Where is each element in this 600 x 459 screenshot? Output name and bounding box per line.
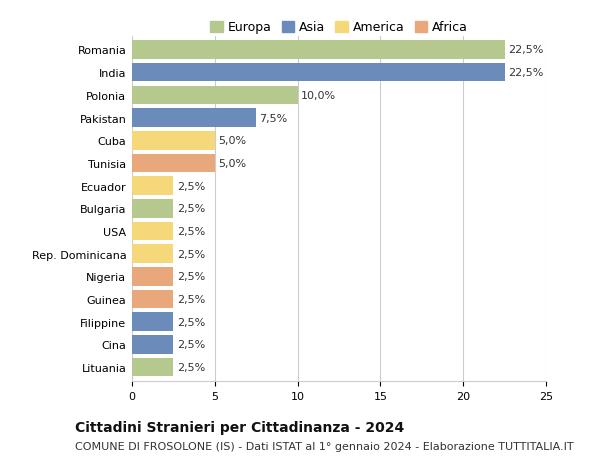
- Bar: [132, 64, 505, 82]
- Text: 2,5%: 2,5%: [177, 317, 205, 327]
- Bar: [132, 41, 505, 60]
- Text: 10,0%: 10,0%: [301, 90, 336, 101]
- Bar: [132, 268, 173, 286]
- Bar: [132, 200, 173, 218]
- Bar: [132, 358, 173, 377]
- Bar: [132, 313, 173, 331]
- Bar: [132, 86, 298, 105]
- Text: 7,5%: 7,5%: [260, 113, 288, 123]
- Text: Cittadini Stranieri per Cittadinanza - 2024: Cittadini Stranieri per Cittadinanza - 2…: [75, 420, 404, 434]
- Bar: [132, 109, 256, 128]
- Text: 5,0%: 5,0%: [218, 136, 246, 146]
- Text: 2,5%: 2,5%: [177, 340, 205, 350]
- Text: 5,0%: 5,0%: [218, 158, 246, 168]
- Bar: [132, 154, 215, 173]
- Text: 2,5%: 2,5%: [177, 294, 205, 304]
- Text: 2,5%: 2,5%: [177, 226, 205, 236]
- Text: 2,5%: 2,5%: [177, 181, 205, 191]
- Bar: [132, 336, 173, 354]
- Bar: [132, 245, 173, 263]
- Bar: [132, 290, 173, 309]
- Text: 22,5%: 22,5%: [508, 45, 543, 55]
- Text: 2,5%: 2,5%: [177, 204, 205, 214]
- Bar: [132, 132, 215, 150]
- Text: 2,5%: 2,5%: [177, 249, 205, 259]
- Text: 22,5%: 22,5%: [508, 68, 543, 78]
- Bar: [132, 177, 173, 196]
- Legend: Europa, Asia, America, Africa: Europa, Asia, America, Africa: [208, 19, 470, 37]
- Text: 2,5%: 2,5%: [177, 363, 205, 372]
- Text: COMUNE DI FROSOLONE (IS) - Dati ISTAT al 1° gennaio 2024 - Elaborazione TUTTITAL: COMUNE DI FROSOLONE (IS) - Dati ISTAT al…: [75, 441, 574, 451]
- Bar: [132, 222, 173, 241]
- Text: 2,5%: 2,5%: [177, 272, 205, 282]
